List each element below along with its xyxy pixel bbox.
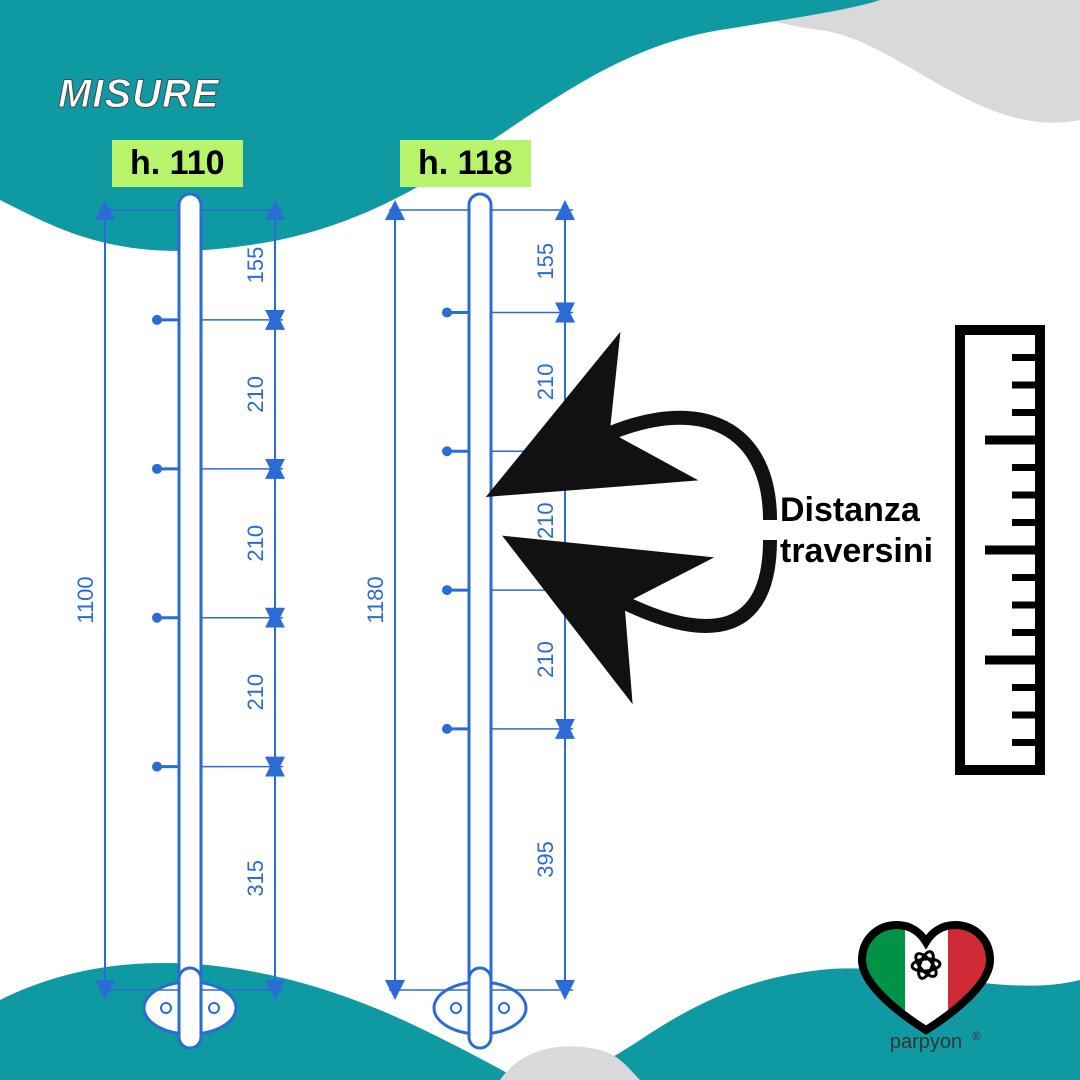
svg-text:®: ® [972, 1029, 981, 1043]
brand-badge: parpyon ® [0, 0, 1080, 1080]
brand-name: parpyon [890, 1031, 962, 1053]
